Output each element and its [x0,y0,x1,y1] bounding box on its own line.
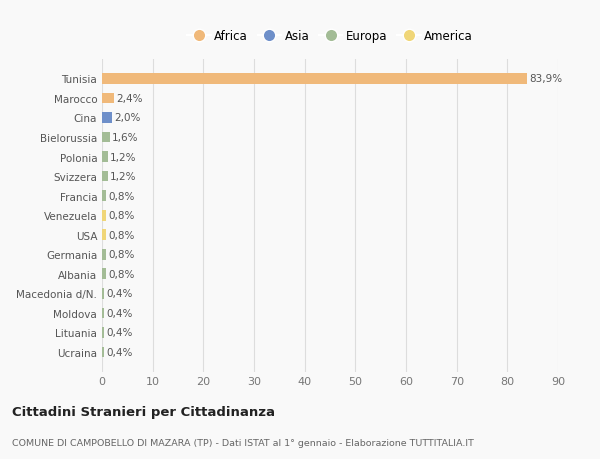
Bar [102,230,106,241]
Bar [102,171,108,182]
Bar [102,152,108,162]
Bar [102,347,104,358]
Bar [102,269,106,280]
Text: Cittadini Stranieri per Cittadinanza: Cittadini Stranieri per Cittadinanza [12,405,275,419]
Text: 0,8%: 0,8% [108,269,134,279]
Text: 83,9%: 83,9% [529,74,562,84]
Bar [102,113,112,123]
Bar [102,74,527,84]
Text: 0,8%: 0,8% [108,211,134,221]
Bar [102,327,104,338]
Bar [102,93,114,104]
Text: COMUNE DI CAMPOBELLO DI MAZARA (TP) - Dati ISTAT al 1° gennaio - Elaborazione TU: COMUNE DI CAMPOBELLO DI MAZARA (TP) - Da… [12,438,474,447]
Text: 0,4%: 0,4% [106,347,133,357]
Text: 0,8%: 0,8% [108,230,134,240]
Bar [102,191,106,202]
Bar [102,308,104,319]
Legend: Africa, Asia, Europa, America: Africa, Asia, Europa, America [182,25,478,47]
Text: 1,2%: 1,2% [110,172,137,182]
Text: 2,0%: 2,0% [114,113,140,123]
Bar [102,288,104,299]
Text: 2,4%: 2,4% [116,94,143,104]
Text: 1,2%: 1,2% [110,152,137,162]
Text: 0,4%: 0,4% [106,308,133,318]
Text: 0,8%: 0,8% [108,250,134,260]
Bar [102,132,110,143]
Bar [102,249,106,260]
Text: 0,4%: 0,4% [106,328,133,338]
Text: 0,8%: 0,8% [108,191,134,201]
Text: 1,6%: 1,6% [112,133,139,143]
Text: 0,4%: 0,4% [106,289,133,299]
Bar [102,210,106,221]
